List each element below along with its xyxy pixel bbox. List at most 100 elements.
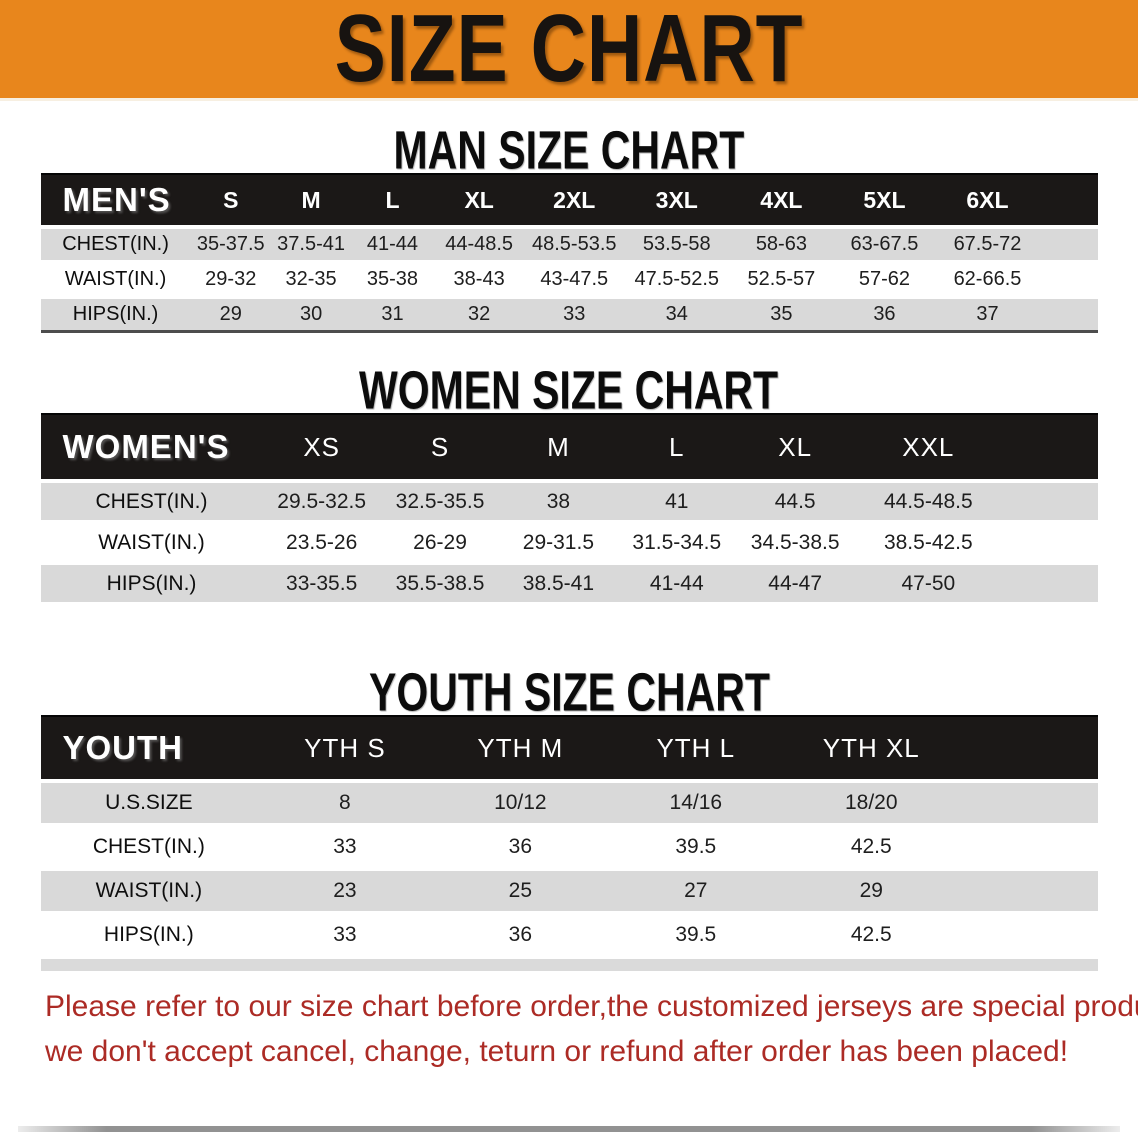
- size-value: 32-35: [270, 262, 352, 299]
- size-value: 63-67.5: [833, 225, 936, 264]
- table-header-label: MEN'S: [40, 173, 191, 227]
- size-value: 33: [524, 297, 624, 333]
- row-label: WAIST(IN.): [40, 262, 191, 299]
- size-value: 38.5-41: [499, 563, 618, 606]
- filler-cell: [958, 869, 1098, 915]
- section-women: WOMEN SIZE CHART WOMEN'S XS S M L XL XXL CHEST(…: [0, 363, 1138, 606]
- size-value: 48.5-53.5: [524, 225, 624, 264]
- size-value: 27: [608, 869, 784, 915]
- column-header: YTH L: [608, 715, 784, 781]
- size-value: 53.5-58: [623, 225, 730, 264]
- size-value: 8: [257, 779, 433, 827]
- row-label: HIPS(IN.): [40, 913, 258, 959]
- size-value: 25: [432, 869, 609, 915]
- table-row: WAIST(IN.) 29-32 32-35 35-38 38-43 43-47.5 47.…: [40, 262, 1098, 299]
- size-value: 42.5: [783, 825, 959, 871]
- column-header: XL: [433, 173, 525, 227]
- table-row: U.S.SIZE 8 10/12 14/16 18/20: [40, 779, 1098, 827]
- size-value: 26-29: [380, 522, 500, 565]
- size-value: 29.5-32.5: [262, 479, 381, 524]
- table-header-label: YOUTH: [40, 715, 258, 781]
- column-header: M: [270, 173, 352, 227]
- disclaimer: Please refer to our size chart before or…: [0, 984, 1138, 1074]
- row-label: CHEST(IN.): [40, 225, 191, 264]
- table-row: WAIST(IN.) 23.5-26 26-29 29-31.5 31.5-34.5 34…: [40, 522, 1098, 565]
- youth-size-table: YOUTH YTH S YTH M YTH L YTH XL U.S.SIZE 8 10/12…: [40, 715, 1098, 959]
- size-value: 38-43: [433, 262, 525, 299]
- column-header: XS: [262, 413, 381, 481]
- row-label: WAIST(IN.): [40, 869, 258, 915]
- size-value: 31.5-34.5: [617, 522, 736, 565]
- size-value: 33-35.5: [262, 563, 381, 606]
- size-value: 38.5-42.5: [854, 522, 1003, 565]
- row-label: HIPS(IN.): [40, 563, 263, 606]
- column-header: YTH XL: [783, 715, 959, 781]
- youth-table-bottom-strip: [40, 959, 1098, 971]
- filler-cell: [1002, 479, 1098, 524]
- size-value: 18/20: [783, 779, 959, 827]
- disclaimer-line-1: Please refer to our size chart before or…: [45, 990, 1138, 1023]
- size-value: 44.5: [735, 479, 855, 524]
- size-value: 35.5-38.5: [380, 563, 500, 606]
- table-header-row: WOMEN'S XS S M L XL XXL: [40, 413, 1098, 481]
- size-value: 47-50: [854, 563, 1003, 606]
- column-header: YTH S: [257, 715, 433, 781]
- size-value: 37.5-41: [270, 225, 352, 264]
- section-youth: YOUTH SIZE CHART YOUTH YTH S YTH M YTH L YTH…: [0, 665, 1138, 971]
- column-header: 3XL: [623, 173, 730, 227]
- size-value: 42.5: [783, 913, 959, 959]
- size-value: 39.5: [608, 825, 784, 871]
- banner: SIZE CHART: [0, 0, 1138, 101]
- size-value: 43-47.5: [524, 262, 624, 299]
- row-label: U.S.SIZE: [40, 779, 258, 827]
- size-value: 32: [433, 297, 525, 333]
- table-row: HIPS(IN.) 33 36 39.5 42.5: [40, 913, 1098, 959]
- column-header: L: [351, 173, 434, 227]
- table-header-row: MEN'S S M L XL 2XL 3XL 4XL 5XL 6XL: [40, 173, 1098, 227]
- size-value: 29-32: [190, 262, 271, 299]
- filler-cell: [1039, 297, 1098, 333]
- men-size-table: MEN'S S M L XL 2XL 3XL 4XL 5XL 6XL CHEST(IN.) 35-37…: [40, 173, 1098, 333]
- size-value: 67.5-72: [935, 225, 1040, 264]
- column-header: S: [190, 173, 271, 227]
- size-value: 35: [729, 297, 834, 333]
- youth-section-title: YOUTH SIZE CHART: [0, 665, 1138, 719]
- row-label: HIPS(IN.): [40, 297, 191, 333]
- size-value: 41-44: [351, 225, 434, 264]
- size-value: 23.5-26: [262, 522, 381, 565]
- filler-cell: [958, 825, 1098, 871]
- size-value: 47.5-52.5: [623, 262, 730, 299]
- table-header-label: WOMEN'S: [40, 413, 263, 481]
- size-value: 23: [257, 869, 433, 915]
- size-value: 30: [270, 297, 352, 333]
- filler-cell: [1039, 173, 1098, 227]
- table-row: CHEST(IN.) 35-37.5 37.5-41 41-44 44-48.5 48.5…: [40, 225, 1098, 264]
- row-label: WAIST(IN.): [40, 522, 263, 565]
- image-bottom-edge: [18, 1126, 1120, 1132]
- filler-cell: [1002, 522, 1098, 565]
- column-header: S: [380, 413, 500, 481]
- size-value: 38: [499, 479, 618, 524]
- filler-cell: [958, 715, 1098, 781]
- size-value: 35-38: [351, 262, 434, 299]
- size-value: 35-37.5: [190, 225, 271, 264]
- column-header: 6XL: [935, 173, 1040, 227]
- filler-cell: [1039, 225, 1098, 264]
- size-value: 33: [257, 913, 433, 959]
- table-row: HIPS(IN.) 33-35.5 35.5-38.5 38.5-41 41-44 44-…: [40, 563, 1098, 606]
- size-value: 34: [623, 297, 730, 333]
- women-size-table: WOMEN'S XS S M L XL XXL CHEST(IN.) 29.5-32.5 32.5…: [40, 413, 1098, 606]
- size-value: 33: [257, 825, 433, 871]
- size-value: 36: [432, 825, 609, 871]
- size-value: 62-66.5: [935, 262, 1040, 299]
- column-header: 5XL: [833, 173, 936, 227]
- size-value: 14/16: [608, 779, 784, 827]
- filler-cell: [1039, 262, 1098, 299]
- size-value: 31: [351, 297, 434, 333]
- size-value: 32.5-35.5: [380, 479, 500, 524]
- size-value: 29-31.5: [499, 522, 618, 565]
- filler-cell: [958, 913, 1098, 959]
- size-value: 44.5-48.5: [854, 479, 1003, 524]
- size-value: 34.5-38.5: [735, 522, 855, 565]
